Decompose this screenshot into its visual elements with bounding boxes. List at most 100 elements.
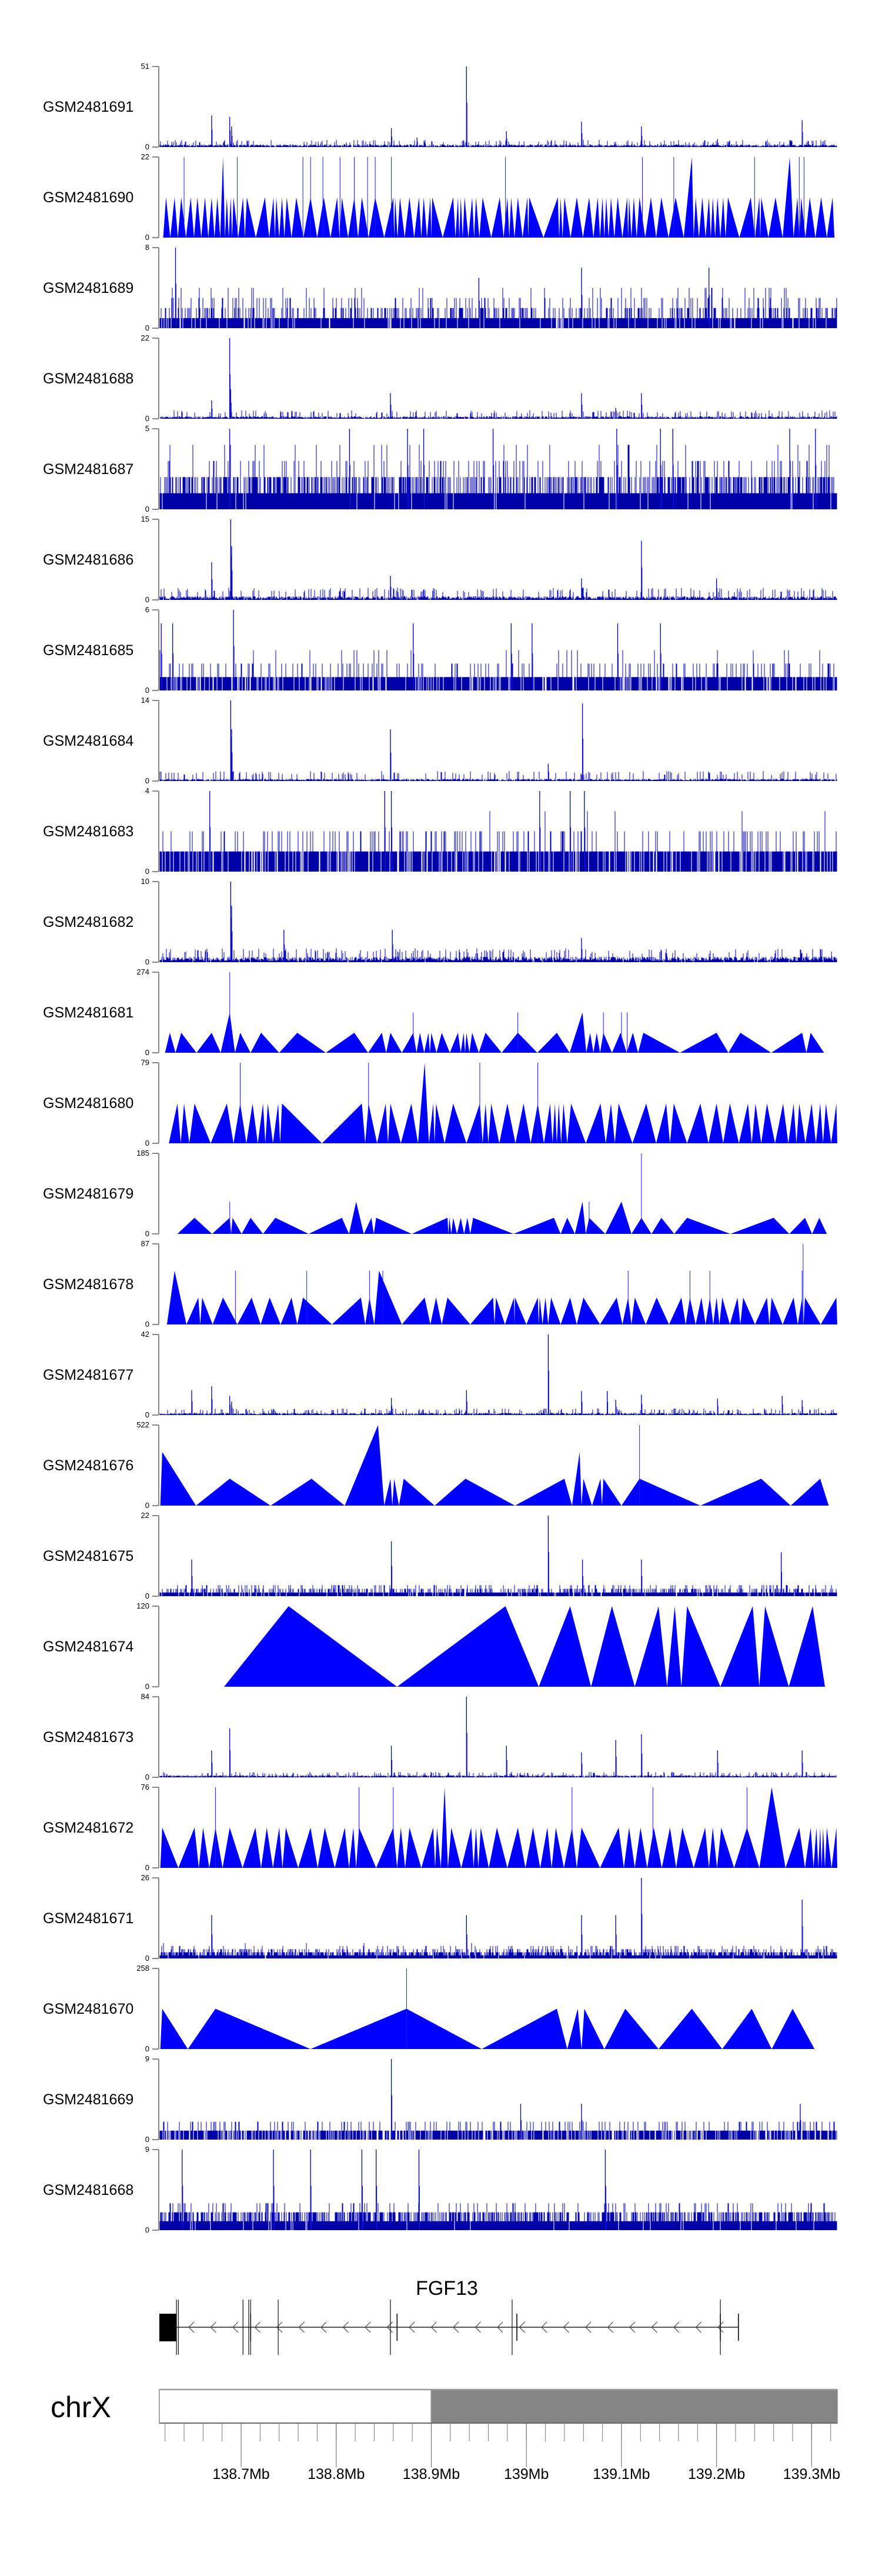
- strand-arrow-icon: [607, 2321, 613, 2333]
- strand-arrow-icon: [298, 2321, 305, 2333]
- gene-exon-block: [159, 2314, 177, 2341]
- y-axis-min-label: 0: [145, 776, 149, 785]
- y-axis-min-label: 0: [145, 142, 149, 151]
- track-label: GSM2481668: [43, 2182, 133, 2198]
- strand-arrow-icon: [188, 2321, 195, 2333]
- track-label: GSM2481690: [43, 189, 133, 206]
- y-axis-min-label: 0: [145, 1139, 149, 1147]
- strand-arrow-icon: [254, 2321, 260, 2333]
- strand-arrow-icon: [585, 2321, 592, 2333]
- track-gsm2481671: GSM2481671 26 0: [43, 1873, 837, 1963]
- x-axis-tick-label: 139.2Mb: [688, 2466, 745, 2482]
- track-gsm2481668: GSM2481668 9 0: [43, 2145, 837, 2234]
- track-label: GSM2481685: [43, 642, 133, 659]
- y-axis-min-label: 0: [145, 1773, 149, 1781]
- track-gsm2481682: GSM2481682 10 0: [43, 877, 837, 966]
- coverage-histogram: [159, 445, 837, 509]
- y-axis-max-label: 79: [141, 1058, 149, 1067]
- y-axis-max-label: 10: [141, 877, 149, 886]
- y-axis-max-label: 4: [145, 786, 149, 795]
- coverage-histogram: [159, 588, 837, 600]
- coverage-polygon: [169, 1063, 838, 1143]
- track-gsm2481691: GSM2481691 51 0: [43, 62, 837, 151]
- coverage-histogram: [159, 139, 837, 147]
- y-axis-max-label: 22: [141, 1511, 149, 1520]
- coverage-histogram: [159, 288, 837, 328]
- y-axis-min-label: 0: [145, 505, 149, 513]
- strand-arrow-icon: [276, 2321, 283, 2333]
- strand-arrow-icon: [342, 2321, 349, 2333]
- y-axis-min-label: 0: [145, 323, 149, 332]
- y-axis-max-label: 26: [141, 1873, 149, 1882]
- track-gsm2481680: GSM2481680 79 0: [43, 1058, 838, 1147]
- y-axis-min-label: 0: [145, 595, 149, 604]
- coverage-polygon: [165, 1012, 824, 1053]
- y-axis-min-label: 0: [145, 1954, 149, 1963]
- strand-arrow-icon: [541, 2321, 547, 2333]
- track-label: GSM2481669: [43, 2091, 133, 2108]
- track-gsm2481672: GSM2481672 76 0: [43, 1783, 838, 1872]
- y-axis-max-label: 185: [136, 1149, 149, 1157]
- y-axis-max-label: 258: [136, 1964, 149, 1973]
- track-gsm2481688: GSM2481688 22 0: [43, 333, 837, 423]
- track-gsm2481687: GSM2481687 5 0: [43, 424, 837, 513]
- strand-arrow-icon: [673, 2321, 680, 2333]
- y-axis-min-label: 0: [145, 1229, 149, 1238]
- y-axis-min-label: 0: [145, 1501, 149, 1510]
- x-axis-tick-label: 139.1Mb: [593, 2466, 650, 2482]
- y-axis-max-label: 87: [141, 1239, 149, 1248]
- track-gsm2481669: GSM2481669 9 0: [43, 2054, 837, 2144]
- y-axis-min-label: 0: [145, 1863, 149, 1872]
- y-axis-max-label: 22: [141, 152, 149, 161]
- track-label: GSM2481674: [43, 1639, 133, 1655]
- y-axis-min-label: 0: [145, 2044, 149, 2053]
- track-label: GSM2481688: [43, 371, 133, 387]
- track-label: GSM2481684: [43, 733, 133, 749]
- y-axis-max-label: 51: [141, 62, 149, 71]
- y-axis-min-label: 0: [145, 957, 149, 966]
- coverage-polygon: [166, 1270, 837, 1324]
- y-axis-min-label: 0: [145, 2135, 149, 2144]
- y-axis-min-label: 0: [145, 414, 149, 423]
- track-gsm2481673: GSM2481673 84 0: [43, 1692, 837, 1781]
- track-label: GSM2481691: [43, 99, 133, 115]
- track-label: GSM2481682: [43, 914, 133, 930]
- strand-arrow-icon: [519, 2321, 525, 2333]
- track-gsm2481686: GSM2481686 15 0: [43, 515, 837, 604]
- track-label: GSM2481670: [43, 2001, 133, 2017]
- x-axis-tick-label: 138.8Mb: [308, 2466, 365, 2482]
- y-axis-max-label: 9: [145, 2054, 149, 2063]
- y-axis-min-label: 0: [145, 686, 149, 695]
- y-axis-max-label: 5: [145, 424, 149, 433]
- strand-arrow-icon: [563, 2321, 569, 2333]
- coverage-histogram: [159, 1943, 837, 1958]
- track-label: GSM2481680: [43, 1095, 133, 1112]
- y-axis-max-label: 15: [141, 515, 149, 523]
- track-label: GSM2481677: [43, 1367, 133, 1383]
- y-axis-max-label: 120: [136, 1601, 149, 1610]
- track-gsm2481684: GSM2481684 14 0: [43, 696, 837, 785]
- track-label: GSM2481679: [43, 1186, 133, 1202]
- y-axis-max-label: 6: [145, 605, 149, 614]
- y-axis-max-label: 22: [141, 333, 149, 342]
- strand-arrow-icon: [475, 2321, 481, 2333]
- track-gsm2481679: GSM2481679 185 0: [43, 1149, 827, 1238]
- y-axis-min-label: 0: [145, 233, 149, 242]
- track-gsm2481689: GSM2481689 8 0: [43, 243, 837, 332]
- gene-name-label: FGF13: [416, 2277, 478, 2300]
- coverage-histogram: [159, 2203, 837, 2230]
- track-gsm2481677: GSM2481677 42 0: [43, 1330, 837, 1419]
- y-axis-max-label: 14: [141, 696, 149, 705]
- track-label: GSM2481678: [43, 1276, 133, 1293]
- ideogram-band: [430, 2389, 838, 2424]
- y-axis-max-label: 84: [141, 1692, 149, 1701]
- track-gsm2481678: GSM2481678 87 0: [43, 1239, 837, 1329]
- strand-arrow-icon: [651, 2321, 657, 2333]
- x-axis-tick-label: 139.3Mb: [783, 2466, 840, 2482]
- coverage-polygon: [224, 1606, 825, 1687]
- track-label: GSM2481675: [43, 1548, 133, 1564]
- coverage-histogram: [159, 650, 837, 690]
- x-axis-tick-label: 139Mb: [504, 2466, 549, 2482]
- strand-arrow-icon: [365, 2321, 371, 2333]
